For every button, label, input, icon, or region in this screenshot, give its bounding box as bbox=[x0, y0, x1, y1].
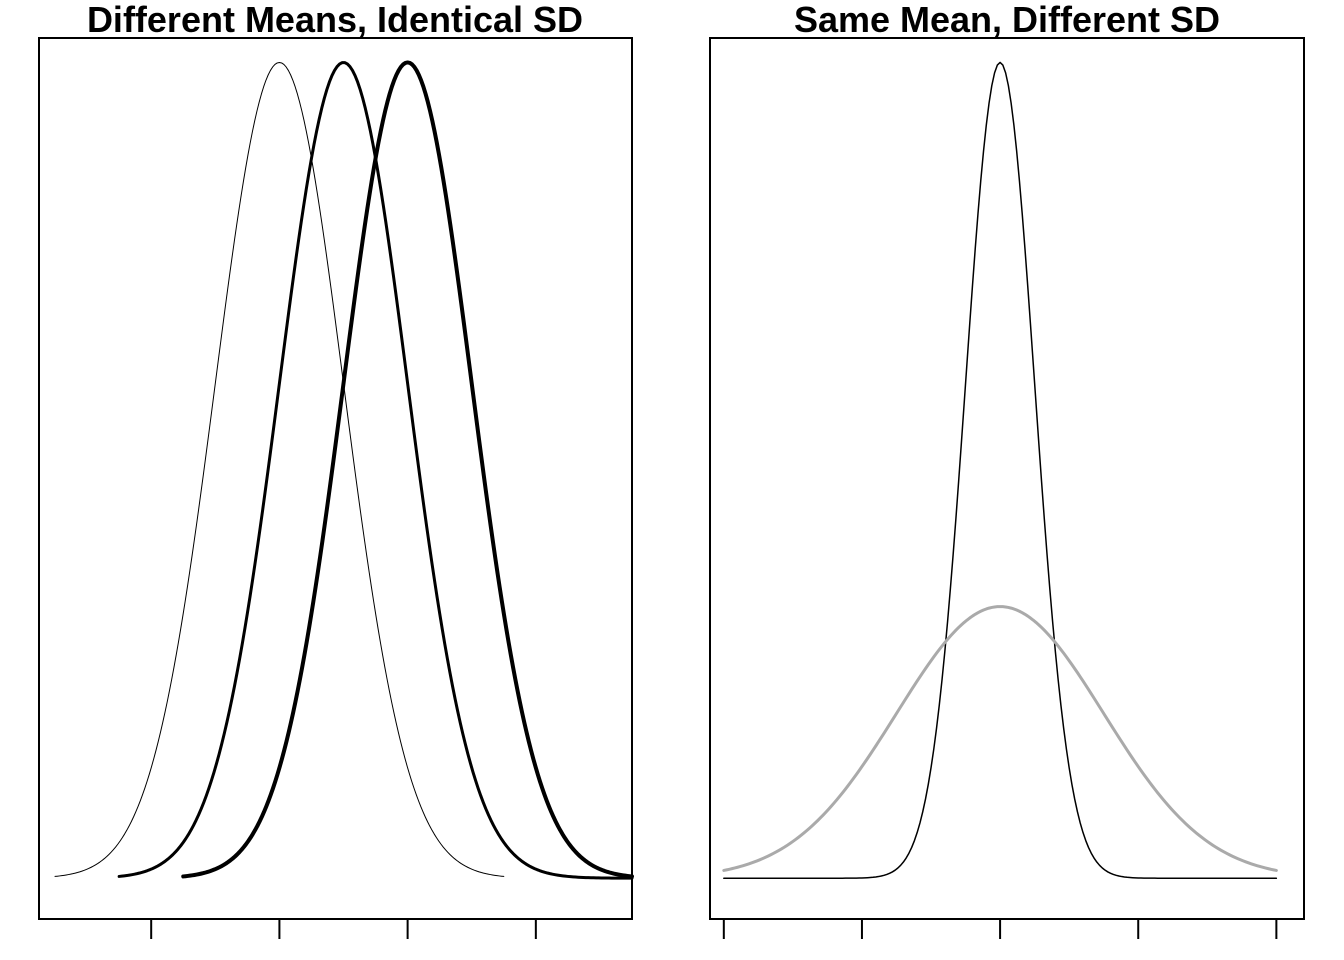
right-panel-x-axis-ticks bbox=[722, 919, 1278, 939]
density-curve-1 bbox=[723, 61, 1278, 879]
left-panel: Different Means, Identical SD bbox=[38, 0, 634, 939]
density-curve-3 bbox=[181, 60, 634, 879]
density-curve-2 bbox=[722, 605, 1278, 872]
right-panel-series bbox=[722, 61, 1278, 879]
left-panel-title: Different Means, Identical SD bbox=[87, 0, 583, 40]
right-panel-frame bbox=[709, 37, 1305, 920]
right-panel-title: Same Mean, Different SD bbox=[794, 0, 1220, 40]
right-panel: Same Mean, Different SD bbox=[709, 0, 1305, 939]
left-panel-frame bbox=[38, 37, 633, 920]
density-curve-1 bbox=[54, 61, 505, 877]
left-panel-x-axis-ticks bbox=[150, 919, 537, 939]
left-panel-series bbox=[54, 60, 634, 880]
